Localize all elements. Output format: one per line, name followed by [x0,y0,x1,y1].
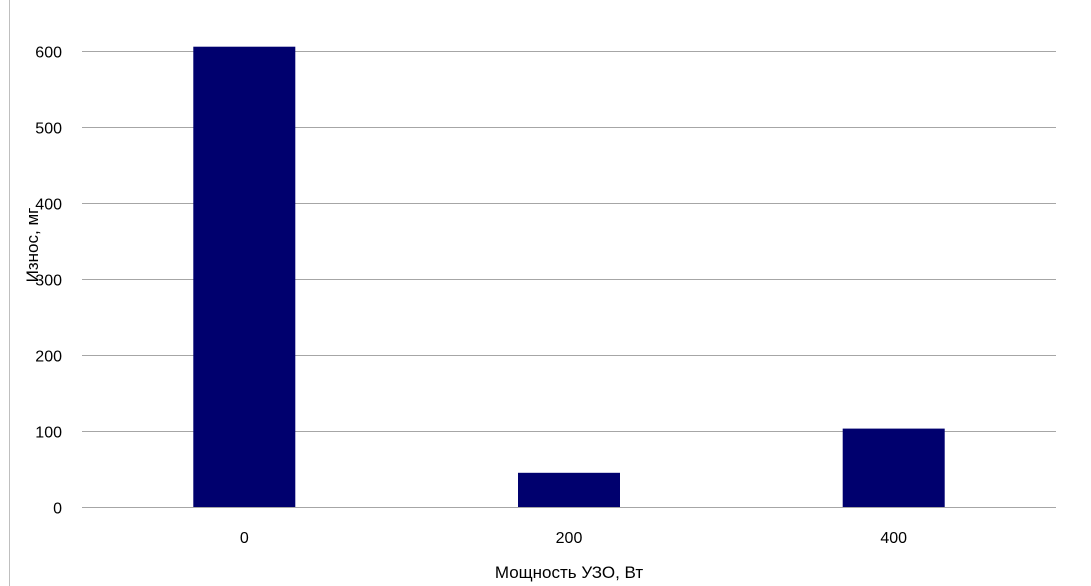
y-tick-label: 600 [35,45,62,62]
y-axis-title: Износ, мг [23,208,42,283]
x-tick-label: 400 [880,530,907,547]
bar [842,428,945,507]
x-tick-labels: 0 200 400 [240,530,907,547]
y-tick-label: 200 [35,349,62,366]
y-tick-label: 100 [35,425,62,442]
bars [193,46,945,507]
y-tick-label: 400 [35,197,62,214]
y-tick-label: 0 [53,501,62,518]
x-tick-label: 200 [556,530,583,547]
x-axis-title: Мощность УЗО, Вт [495,563,643,582]
bar [518,472,620,507]
y-tick-label: 500 [35,121,62,138]
y-tick-label: 300 [35,273,62,290]
bar [193,46,296,507]
x-tick-label: 0 [240,530,249,547]
y-tick-labels: 0 100 200 300 400 500 600 [35,45,62,518]
